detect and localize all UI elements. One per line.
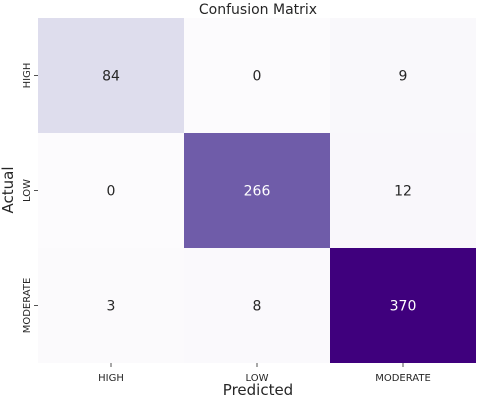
cell-value-1-2: 12 — [394, 184, 412, 200]
cell-value-1-1: 266 — [244, 184, 271, 200]
y-axis-label: Actual — [0, 167, 17, 214]
x-tick-label-2: MODERATE — [375, 373, 431, 384]
y-tick-label-0: HIGH — [22, 63, 33, 89]
chart-title: Confusion Matrix — [199, 2, 317, 18]
y-tick-label-2: MODERATE — [22, 278, 33, 334]
x-tick-labels: HIGH LOW MODERATE — [98, 363, 431, 384]
heatmap-cell-2-2 — [330, 248, 476, 363]
cell-value-0-2: 9 — [399, 69, 408, 85]
heatmap-cell-0-2 — [330, 18, 476, 133]
cell-value-2-2: 370 — [390, 299, 417, 315]
heatmap-cell-1-0 — [38, 133, 184, 248]
y-tick-label-1: LOW — [22, 179, 33, 202]
cell-value-2-1: 8 — [253, 299, 262, 315]
x-tick-label-1: LOW — [246, 373, 269, 384]
y-tick-labels: HIGH LOW MODERATE — [22, 63, 38, 334]
x-axis-label: Predicted — [223, 381, 293, 399]
heatmap-cell-1-1 — [184, 133, 330, 248]
cell-value-0-0: 84 — [102, 69, 120, 85]
heatmap-cell-2-0 — [38, 248, 184, 363]
cell-value-2-0: 3 — [107, 299, 116, 315]
x-tick-label-0: HIGH — [98, 373, 124, 384]
heatmap-cell-1-2 — [330, 133, 476, 248]
heatmap-cell-2-1 — [184, 248, 330, 363]
cell-value-0-1: 0 — [253, 69, 262, 85]
heatmap-cell-0-1 — [184, 18, 330, 133]
heatmap-cells: 84 0 9 0 266 12 3 8 370 — [38, 18, 476, 363]
heatmap-cell-0-0 — [38, 18, 184, 133]
cell-value-1-0: 0 — [107, 184, 116, 200]
